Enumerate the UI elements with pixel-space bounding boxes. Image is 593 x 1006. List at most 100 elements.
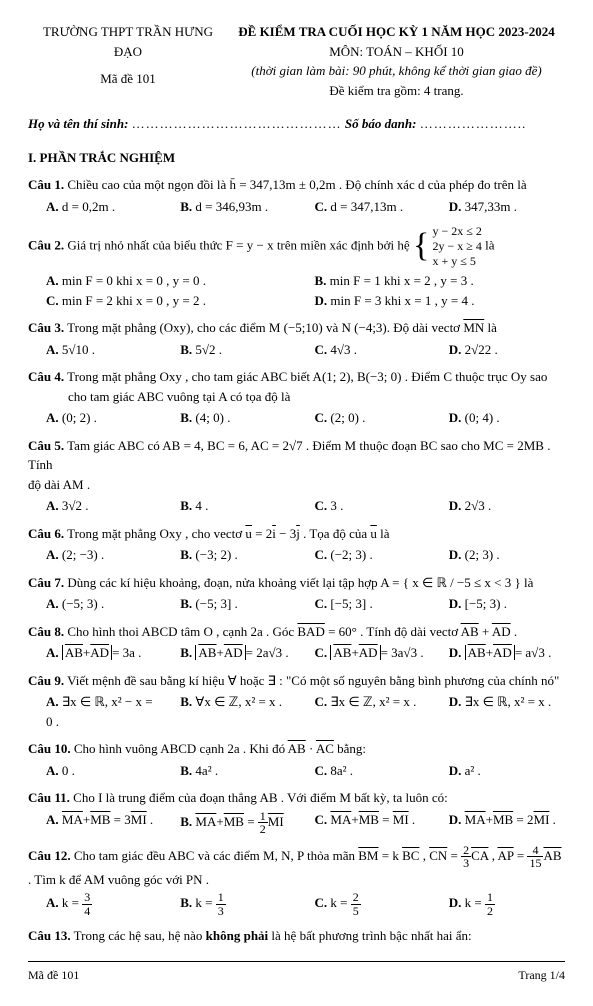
q6-c-text: (−2; 3) . (330, 547, 372, 562)
q10-d-text: a² . (465, 763, 481, 778)
q5-opt-c: C. 3 . (297, 496, 431, 516)
q2-d-text: min F = 3 khi x = 1 , y = 4 . (330, 293, 474, 308)
q4-d-text: (0; 4) . (465, 410, 500, 425)
q12-td: = (447, 848, 461, 863)
q3-opt-c: C. 4√3 . (297, 340, 431, 360)
footer-separator (28, 961, 565, 962)
q8-ad: AD (492, 624, 511, 639)
question-5: Câu 5. Tam giác ABC có AB = 4, BC = 6, A… (28, 436, 565, 516)
question-1: Câu 1. Chiều cao của một ngọn đồi là h̄ … (28, 175, 565, 216)
exam-subject: MÔN: TOÁN – KHỐI 10 (228, 42, 565, 62)
q12-c-d: 5 (351, 905, 361, 918)
header: TRƯỜNG THPT TRẦN HƯNG ĐẠO Mã đề 101 ĐỀ K… (28, 22, 565, 100)
q12-opt-d: D. k = 12 (431, 891, 565, 917)
q8-ab: AB (461, 624, 479, 639)
q6-td: . Tọa độ của (300, 526, 371, 541)
q12-b-d: 3 (216, 905, 226, 918)
question-13: Câu 13. Trong các hệ sau, hệ nào không p… (28, 926, 565, 946)
q12-b-n: 1 (216, 891, 226, 905)
q11-opt-a: A. MA+MB = 3MI . (28, 810, 162, 836)
q6-te: là (377, 526, 390, 541)
q2-opt-d: D. min F = 3 khi x = 1 , y = 4 . (297, 291, 566, 311)
q2-opt-a: A. min F = 0 khi x = 0 , y = 0 . (28, 271, 297, 291)
q2-system: y − 2x ≤ 2 2y − x ≥ 4 x + y ≤ 5 (433, 224, 482, 269)
q11-c-r: = (379, 812, 393, 827)
q3-text-c: là (484, 320, 497, 335)
question-2: Câu 2. Giá trị nhỏ nhất của biểu thức F … (28, 224, 565, 310)
q5-text2: độ dài AM . (28, 475, 565, 495)
q7-a-text: (−5; 3) . (62, 596, 104, 611)
exam-time: (thời gian làm bài: 90 phút, không kể th… (228, 61, 565, 81)
q9-a-text: ∃x ∈ ℝ, x² − x = 0 . (46, 694, 153, 729)
q9-label: Câu 9. (28, 673, 64, 688)
q8-c-text: = 3a√3 . (381, 645, 424, 660)
question-6: Câu 6. Trong mặt phẳng Oxy , cho vectơ u… (28, 524, 565, 565)
q7-opt-a: A. (−5; 3) . (28, 594, 162, 614)
q7-c-text: [−5; 3] . (330, 596, 372, 611)
q11-a-r: = 3 (110, 812, 130, 827)
sbd-dots: ………………….. (420, 116, 527, 131)
q3-a-text: 5√10 . (62, 342, 95, 357)
name-label: Họ và tên thí sinh: (28, 116, 128, 131)
q4-text2: cho tam giác ABC vuông tại A có tọa độ l… (28, 387, 565, 407)
q3-d-text: 2√22 . (465, 342, 498, 357)
q12-a-d: 4 (82, 905, 92, 918)
q10-opt-c: C. 8a² . (297, 761, 431, 781)
q10-ab: AB (288, 741, 306, 756)
q2-opt-b: B. min F = 1 khi x = 2 , y = 3 . (297, 271, 566, 291)
q5-opt-d: D. 2√3 . (431, 496, 565, 516)
q10-b-text: 4a² . (195, 763, 218, 778)
q9-d-text: ∃x ∈ ℝ, x² = x . (465, 694, 552, 709)
q5-opt-a: A. 3√2 . (28, 496, 162, 516)
q6-opt-d: D. (2; 3) . (431, 545, 565, 565)
q1-b-text: d = 346,93m . (195, 199, 268, 214)
q11-opt-b: B. MA+MB = 12MI (162, 810, 296, 836)
q9-b-text: ∀x ∈ ℤ, x² = x . (195, 694, 282, 709)
footer-left: Mã đề 101 (28, 966, 79, 984)
question-8: Câu 8. Cho hình thoi ABCD tâm O , cạnh 2… (28, 622, 565, 663)
q13-text-pre: Trong các hệ sau, hệ nào (74, 928, 206, 943)
q12-ta: Cho tam giác đều ABC và các điểm M, N, P… (71, 848, 359, 863)
q13-text-post: là hệ bất phương trình bậc nhất hai ẩn: (268, 928, 471, 943)
q13-label: Câu 13. (28, 928, 71, 943)
question-9: Câu 9. Viết mệnh đề sau bằng kí hiệu ∀ h… (28, 671, 565, 732)
q7-d-text: [−5; 3) . (465, 596, 507, 611)
q8-opt-d: D. AB+AD= a√3 . (431, 643, 565, 663)
q12-c-n: 2 (351, 891, 361, 905)
q6-ta: Trong mặt phẳng Oxy , cho vectơ (64, 526, 245, 541)
question-7: Câu 7. Dùng các kí hiệu khoảng, đoạn, nử… (28, 573, 565, 614)
name-dots: ……………………………………… (132, 116, 342, 131)
q6-opt-b: B. (−3; 2) . (162, 545, 296, 565)
footer: Mã đề 101 Trang 1/4 (28, 966, 565, 984)
q8-td: . (511, 624, 518, 639)
q9-opt-b: B. ∀x ∈ ℤ, x² = x . (162, 692, 296, 731)
q7-opt-b: B. (−5; 3] . (162, 594, 296, 614)
q8-b-text: = 2a√3 . (246, 645, 289, 660)
q1-text: Chiều cao của một ngọn đồi là h̄ = 347,1… (64, 177, 527, 192)
q12-a-n: 3 (82, 891, 92, 905)
q1-opt-d: D. 347,33m . (431, 197, 565, 217)
q2-b-text: min F = 1 khi x = 2 , y = 3 . (330, 273, 474, 288)
q10-ta: Cho hình vuông ABCD cạnh 2a . Khi đó (71, 741, 288, 756)
q3-b-text: 5√2 . (195, 342, 222, 357)
school-block: TRƯỜNG THPT TRẦN HƯNG ĐẠO Mã đề 101 (28, 22, 228, 100)
q12-te: , (488, 848, 497, 863)
school-name: TRƯỜNG THPT TRẦN HƯNG ĐẠO (28, 22, 228, 61)
q10-opt-d: D. a² . (431, 761, 565, 781)
q5-c-text: 3 . (330, 498, 343, 513)
q5-a-text: 3√2 . (62, 498, 89, 513)
q6-tc: − 3 (276, 526, 296, 541)
q5-b-text: 4 . (195, 498, 208, 513)
q7-opt-d: D. [−5; 3) . (431, 594, 565, 614)
q10-opt-a: A. 0 . (28, 761, 162, 781)
q10-tb: bằng: (334, 741, 366, 756)
q11-opt-d: D. MA+MB = 2MI . (431, 810, 565, 836)
q11-opt-c: C. MA+MB = MI . (297, 810, 431, 836)
q4-opt-d: D. (0; 4) . (431, 408, 565, 428)
question-4: Câu 4. Trong mặt phẳng Oxy , cho tam giá… (28, 367, 565, 428)
q12-tb: = k (379, 848, 403, 863)
q4-opt-b: B. (4; 0) . (162, 408, 296, 428)
q6-label: Câu 6. (28, 526, 64, 541)
q8-angle: BAD (297, 624, 324, 639)
q12-label: Câu 12. (28, 848, 71, 863)
